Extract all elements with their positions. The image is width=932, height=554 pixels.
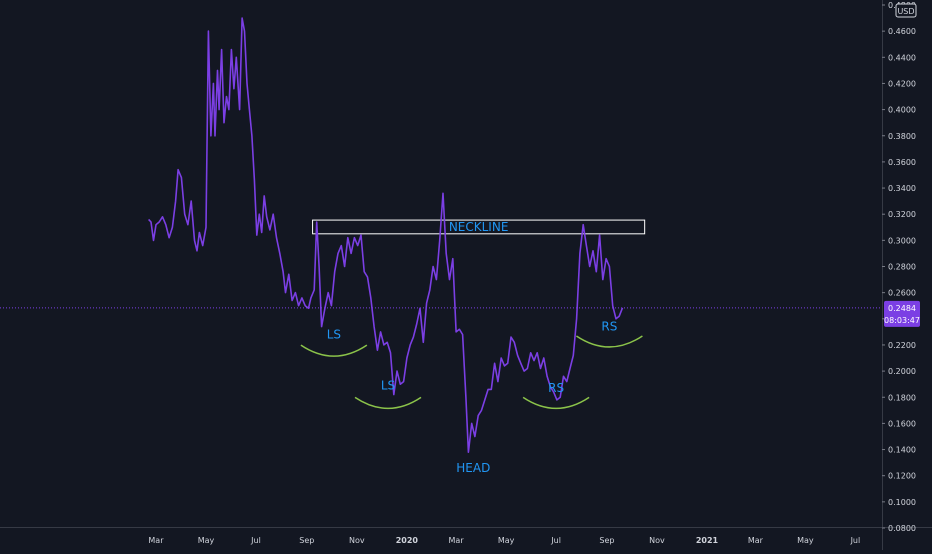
time-tick-label: May xyxy=(198,536,215,545)
price-series-line xyxy=(148,17,624,453)
price-tick-label: 0.4200 xyxy=(888,79,916,88)
time-tick-label: Jul xyxy=(550,536,561,545)
time-tick-label: Jul xyxy=(250,536,261,545)
time-tick-label: 2021 xyxy=(696,536,719,545)
neckline-rect[interactable] xyxy=(312,219,646,235)
last-price-badge: 0.2484 08:03:47 xyxy=(884,300,920,327)
price-tick-label: 0.4400 xyxy=(888,53,916,62)
price-tick-label: 0.3800 xyxy=(888,132,916,141)
price-tick-label: 0.1000 xyxy=(888,498,916,507)
pattern-label-ls-2: LS xyxy=(381,378,395,392)
price-tick-label: 0.1400 xyxy=(888,446,916,455)
time-tick-label: May xyxy=(498,536,515,545)
neckline-label: NECKLINE xyxy=(449,220,509,234)
last-price-value: 0.2484 xyxy=(888,304,916,313)
time-tick-label: Nov xyxy=(649,536,665,545)
pattern-label-rs-2: RS xyxy=(601,320,617,334)
time-axis[interactable]: Mar May Jul Sep Nov 2020 Mar May Jul Sep Nov 2021 Ma… xyxy=(148,536,860,545)
price-tick-label: 0.3400 xyxy=(888,184,916,193)
price-tick-label: 0.1800 xyxy=(888,393,916,402)
pattern-arc-rs-1 xyxy=(522,396,590,410)
time-tick-label: Mar xyxy=(449,536,465,545)
price-tick-label: 0.2800 xyxy=(888,263,916,272)
price-tick-label: 0.2000 xyxy=(888,367,916,376)
price-tick-label: 0.3600 xyxy=(888,158,916,167)
price-tick-label: 0.3200 xyxy=(888,210,916,219)
time-tick-label: Jul xyxy=(850,536,861,545)
price-tick-label: 0.2600 xyxy=(888,289,916,298)
pattern-annotations: LS LS HEAD RS RS xyxy=(300,320,643,475)
pattern-label-ls-1: LS xyxy=(327,327,341,341)
countdown-value: 08:03:47 xyxy=(884,316,920,325)
time-tick-label: Sep xyxy=(299,536,314,545)
currency-badge: USD xyxy=(895,3,917,18)
price-tick-label: 0.1200 xyxy=(888,472,916,481)
time-tick-label: May xyxy=(797,536,814,545)
time-tick-label: Mar xyxy=(148,536,164,545)
pattern-arc-rs-2 xyxy=(575,335,643,348)
currency-label: USD xyxy=(897,7,914,16)
price-tick-label: 0.4000 xyxy=(888,106,916,115)
price-tick-label: 0.4600 xyxy=(888,27,916,36)
pattern-arc-ls-2 xyxy=(354,396,422,410)
pattern-label-head: HEAD xyxy=(456,461,490,475)
neckline-box[interactable]: NECKLINE xyxy=(312,219,646,235)
time-tick-label: Nov xyxy=(349,536,365,545)
price-tick-label: 0.1600 xyxy=(888,419,916,428)
pattern-label-rs-1: RS xyxy=(548,381,564,395)
time-tick-label: Sep xyxy=(599,536,614,545)
price-axis[interactable]: 0.0800 0.1000 0.1200 0.1400 0.1600 0.1800 0.20… xyxy=(882,1,916,533)
pattern-arc-ls-1 xyxy=(300,344,368,357)
price-tick-label: 0.3000 xyxy=(888,236,916,245)
price-tick-label: 0.2200 xyxy=(888,341,916,350)
time-tick-label: Mar xyxy=(748,536,764,545)
last-price-badge-bg xyxy=(884,300,920,327)
price-tick-label: 0.0800 xyxy=(888,524,916,533)
time-tick-label: 2020 xyxy=(396,536,419,545)
